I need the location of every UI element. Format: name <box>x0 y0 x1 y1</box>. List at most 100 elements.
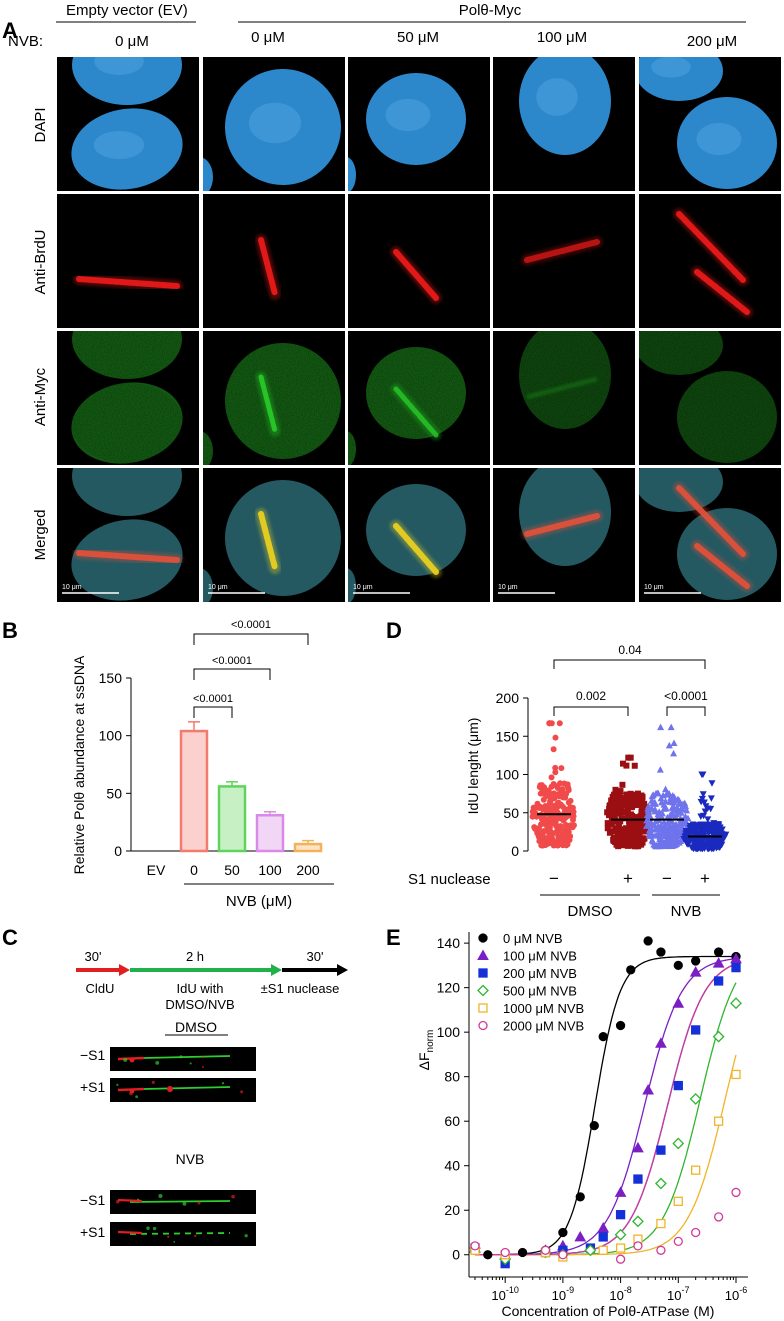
data-point <box>707 795 715 802</box>
data-point <box>598 1245 608 1255</box>
data-point <box>559 794 566 801</box>
dot-clouds <box>529 720 730 853</box>
data-point <box>642 1084 654 1095</box>
data-point <box>628 821 635 828</box>
speckle <box>203 431 213 465</box>
data-point <box>668 804 676 811</box>
noise-speck <box>146 1226 150 1230</box>
nucleus-texture <box>651 57 691 78</box>
nucleus <box>677 97 777 189</box>
data-point <box>584 1244 597 1257</box>
data-point <box>627 754 634 761</box>
data-point <box>619 781 626 788</box>
data-point <box>550 790 557 797</box>
data-point <box>638 819 645 826</box>
brdu-stripe <box>393 249 439 301</box>
panel-b-letter: B <box>2 618 18 643</box>
data-point <box>644 802 652 810</box>
sign-label: + <box>623 869 633 888</box>
noise-speck <box>151 1080 155 1084</box>
data-point <box>552 769 559 776</box>
data-point <box>668 828 676 836</box>
arrow-head <box>337 964 348 976</box>
micrograph-tile: 10 μm <box>348 468 490 602</box>
y-tick-label: 20 <box>444 1202 460 1218</box>
data-point <box>547 805 554 812</box>
label-spot <box>167 1086 173 1092</box>
p-value: <0.0001 <box>212 655 252 667</box>
panel-d-letter: D <box>386 618 402 643</box>
data-point <box>698 824 706 831</box>
data-point <box>564 781 571 788</box>
x-ticks: 10-10 10-9 10-8 10-7 10-6 <box>474 1277 747 1303</box>
micrograph-tile <box>493 57 635 191</box>
noise-speck <box>182 1201 187 1206</box>
data-point <box>656 947 666 957</box>
data-point <box>500 1247 510 1258</box>
data-point <box>560 815 567 822</box>
data-point <box>552 764 559 771</box>
y-tick-label: 100 <box>437 1024 461 1040</box>
nucleus <box>519 57 611 155</box>
tile-content: 10 μm <box>348 484 466 602</box>
y-tick-label: 120 <box>437 980 461 996</box>
data-point <box>618 815 625 822</box>
noise-speck <box>167 1235 170 1238</box>
bars <box>179 721 323 853</box>
data-point <box>655 812 663 819</box>
nucleus <box>225 69 341 185</box>
tile-content: 10 μm <box>62 468 183 601</box>
fiber-row-label: −S1 <box>80 1047 106 1063</box>
data-point <box>708 821 716 829</box>
speckle <box>639 331 723 375</box>
data-point <box>707 842 715 849</box>
dna-fiber-images <box>110 1047 256 1246</box>
speckle <box>72 331 182 379</box>
data-point <box>665 741 673 749</box>
data-point <box>709 831 717 838</box>
nucleus <box>677 508 777 600</box>
data-point <box>634 797 641 804</box>
row-label-brdu: Anti-BrdU <box>32 229 49 294</box>
data-point <box>679 805 687 813</box>
data-point <box>656 1245 666 1255</box>
fiber-row-label: +S1 <box>80 1079 106 1095</box>
sig-bracket <box>193 706 233 718</box>
conc-label: 0 μM <box>251 29 285 46</box>
data-point <box>713 1212 724 1222</box>
micrograph-tile <box>639 57 781 191</box>
nucleus <box>72 57 182 105</box>
legend-label: 200 μM NVB <box>503 966 577 981</box>
data-point <box>540 796 547 803</box>
data-point <box>470 1241 480 1251</box>
tile-content <box>639 331 777 463</box>
panel-a-letter: A <box>2 18 18 43</box>
micrograph-tile <box>639 331 781 465</box>
fit-curve <box>475 1054 737 1256</box>
data-point <box>639 799 646 806</box>
fiber-strip <box>110 1047 256 1071</box>
data-point <box>697 845 705 853</box>
data-point <box>682 830 690 837</box>
data-point <box>713 821 721 828</box>
nucleus <box>348 157 356 191</box>
noise-speck <box>129 1091 133 1096</box>
fiber-strip <box>110 1222 256 1246</box>
legend-label: 0 μM NVB <box>503 931 563 946</box>
micrograph-tile: 10 μm <box>203 468 345 602</box>
conc-label: 100 μM <box>537 29 587 46</box>
myc-stripe <box>258 374 278 434</box>
step-label: DMSO/NVB <box>165 997 234 1012</box>
data-point <box>547 830 554 837</box>
dot-cloud <box>529 720 577 849</box>
data-point <box>604 820 611 827</box>
legend-label: 100 μM NVB <box>503 949 577 964</box>
data-point <box>704 816 712 823</box>
data-point <box>637 835 644 842</box>
data-point <box>612 838 619 845</box>
data-point <box>672 997 685 1008</box>
data-point <box>657 723 665 731</box>
conc-label: 50 μM <box>397 29 439 46</box>
data-point <box>624 832 631 839</box>
